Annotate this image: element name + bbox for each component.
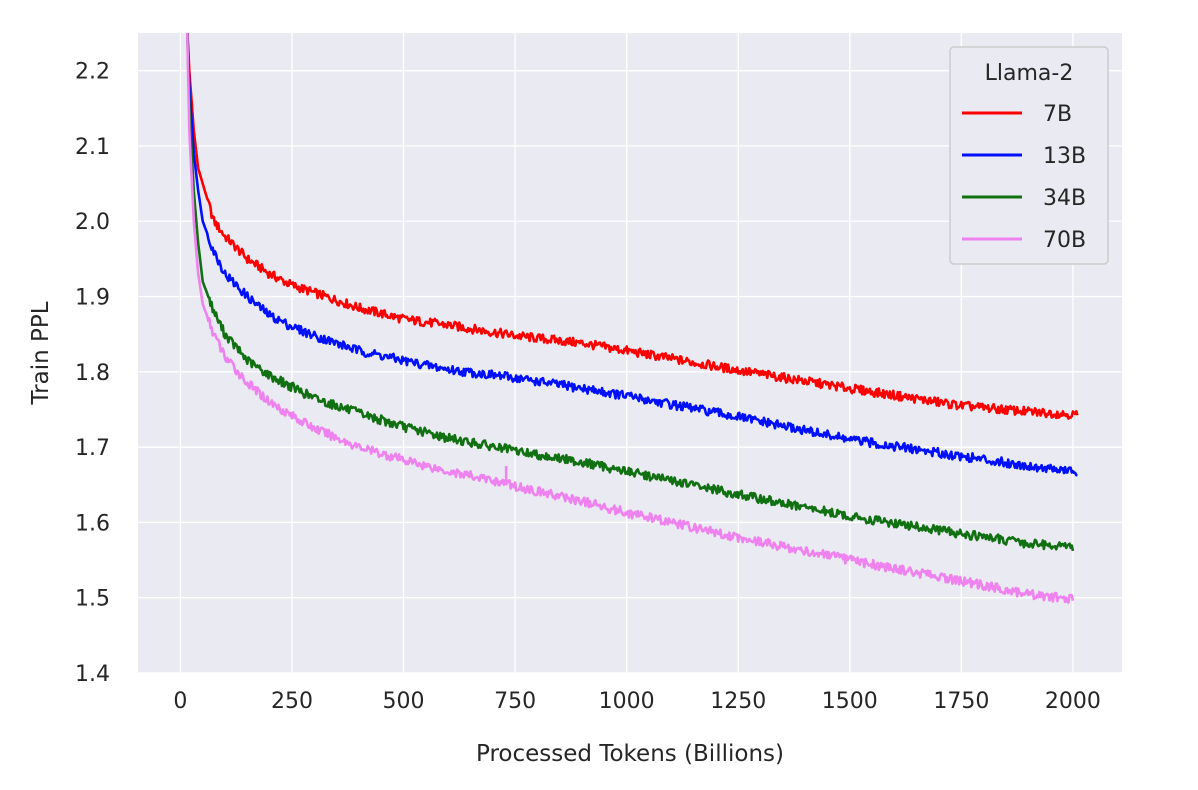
legend: Llama-2 7B 13B 34B 70B <box>949 46 1109 265</box>
series-line-13b <box>186 33 1078 477</box>
legend-items: 7B 13B 34B 70B <box>962 102 1086 253</box>
legend-label-34b: 34B <box>1043 186 1086 211</box>
series-line-34b <box>185 33 1075 552</box>
x-tick-label: 750 <box>494 689 536 714</box>
y-tick-label: 1.6 <box>75 511 110 536</box>
x-tick-label: 500 <box>383 689 425 714</box>
series-layer <box>185 33 1079 604</box>
x-tick-labels: 0 250 500 750 1000 1250 1500 1750 2000 <box>173 689 1101 714</box>
x-tick-label: 250 <box>271 689 313 714</box>
x-axis-label: Processed Tokens (Billions) <box>476 741 784 767</box>
y-tick-label: 2.0 <box>75 210 110 235</box>
y-tick-label: 2.1 <box>75 135 110 160</box>
x-tick-label: 1750 <box>933 689 989 714</box>
x-tick-label: 2000 <box>1045 689 1101 714</box>
y-tick-label: 1.7 <box>75 436 110 461</box>
x-tick-label: 0 <box>173 689 187 714</box>
x-tick-label: 1250 <box>710 689 766 714</box>
y-tick-label: 1.9 <box>75 286 110 311</box>
legend-label-13b: 13B <box>1043 144 1086 169</box>
legend-title: Llama-2 <box>985 61 1074 86</box>
legend-label-7b: 7B <box>1043 102 1072 127</box>
y-tick-label: 1.5 <box>75 587 110 612</box>
y-tick-label: 1.8 <box>75 361 110 386</box>
legend-label-70b: 70B <box>1043 228 1086 253</box>
y-tick-label: 2.2 <box>75 60 110 85</box>
legend-box <box>949 46 1109 265</box>
y-tick-label: 1.4 <box>75 662 110 687</box>
y-tick-labels: 1.4 1.5 1.6 1.7 1.8 1.9 2.0 2.1 2.2 <box>75 60 110 687</box>
y-axis-label: Train PPL <box>28 301 54 405</box>
series-line-70b <box>185 33 1075 604</box>
x-tick-label: 1500 <box>822 689 878 714</box>
x-tick-label: 1000 <box>599 689 655 714</box>
series-line-7b <box>186 33 1079 420</box>
